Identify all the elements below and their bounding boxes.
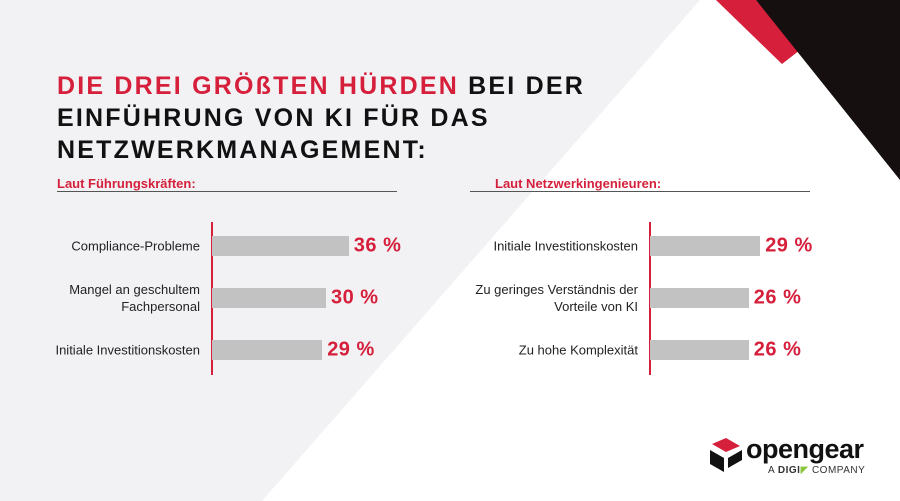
category-label: Zu geringes Verständnis der Vorteile von… bbox=[475, 282, 638, 314]
logo-brand: DIGI bbox=[777, 465, 801, 476]
axis-line bbox=[211, 222, 213, 375]
chart-subtitle: Laut Führungskräften: bbox=[57, 176, 196, 191]
bar bbox=[212, 288, 326, 308]
category-label: Mangel an geschultem Fachpersonal bbox=[69, 282, 200, 314]
value-label: 26 % bbox=[753, 338, 802, 361]
title-highlight: DIE DREI GRÖßTEN HÜRDEN bbox=[57, 72, 460, 100]
bar bbox=[650, 288, 749, 308]
subtitle-rule bbox=[470, 191, 810, 192]
value-label: 26 % bbox=[753, 286, 802, 309]
axis-line bbox=[649, 222, 651, 375]
logo-tagline: A DIGI◤ COMPANY bbox=[768, 465, 866, 476]
gray-area bbox=[0, 0, 700, 501]
value-label: 29 % bbox=[765, 234, 813, 257]
bar bbox=[650, 236, 761, 256]
subtitle-rule bbox=[57, 191, 397, 192]
logo-suffix: COMPANY bbox=[811, 465, 866, 476]
logo-icon bbox=[710, 438, 742, 472]
category-label: Compliance-Probleme bbox=[71, 238, 200, 254]
logo: opengear A DIGI◤ COMPANY bbox=[708, 434, 878, 484]
bar bbox=[212, 236, 349, 256]
value-label: 29 % bbox=[327, 338, 375, 361]
chart-subtitle: Laut Netzwerkingenieuren: bbox=[495, 176, 662, 191]
logo-name: opengear bbox=[746, 434, 864, 464]
red-stripe bbox=[716, 0, 800, 64]
category-label: Initiale Investitionskosten bbox=[493, 238, 638, 254]
title: DIE DREI GRÖßTEN HÜRDEN BEI DER EINFÜHRU… bbox=[57, 70, 777, 166]
bar bbox=[212, 340, 323, 360]
black-corner bbox=[756, 0, 900, 180]
category-label: Zu hohe Komplexität bbox=[518, 342, 638, 358]
category-label: Initiale Investitionskosten bbox=[55, 342, 200, 358]
value-label: 36 % bbox=[353, 234, 402, 257]
logo-prefix: A bbox=[768, 465, 775, 476]
bar bbox=[650, 340, 749, 360]
title-rest: BEI DER EINFÜHRUNG VON KI FÜR DAS NETZWE… bbox=[57, 72, 585, 164]
value-label: 30 % bbox=[331, 286, 379, 309]
